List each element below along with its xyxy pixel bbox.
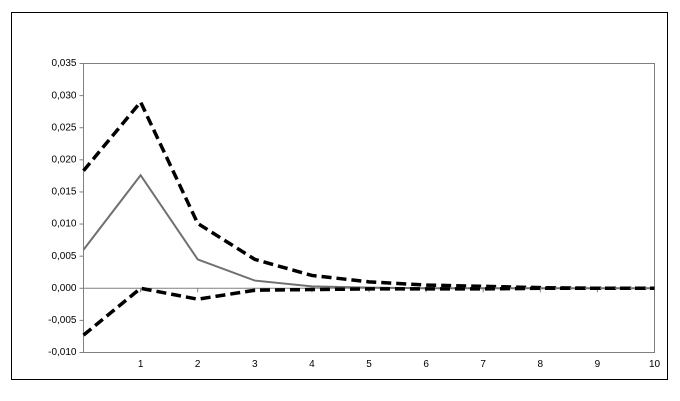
plot-frame [83,63,655,353]
x-tick-label: 1 [138,359,144,370]
x-tick-label: 2 [195,359,201,370]
y-tick-label: 0,010 [51,219,76,230]
x-tick-label: 5 [366,359,372,370]
x-tick-label: 7 [480,359,486,370]
series-line [82,286,655,337]
y-tick-label: 0,025 [51,122,76,133]
y-tick-label: 0,035 [51,58,76,69]
y-tick-label: 0,020 [51,154,76,165]
series-line [82,98,655,291]
x-tick-label: 8 [538,359,544,370]
y-tick-label: 0,030 [51,90,76,101]
y-tick-label: 0,015 [51,187,76,198]
x-tick-label: 6 [423,359,429,370]
x-tick-label: 3 [252,359,258,370]
x-tick-label: 9 [595,359,601,370]
x-tick-label: 10 [649,359,661,370]
y-tick-label: 0,000 [51,283,76,294]
y-tick-label: 0,005 [51,251,76,262]
y-tick-label: -0,010 [48,347,77,358]
y-tick-label: -0,005 [48,315,77,326]
x-tick-label: 4 [309,359,315,370]
